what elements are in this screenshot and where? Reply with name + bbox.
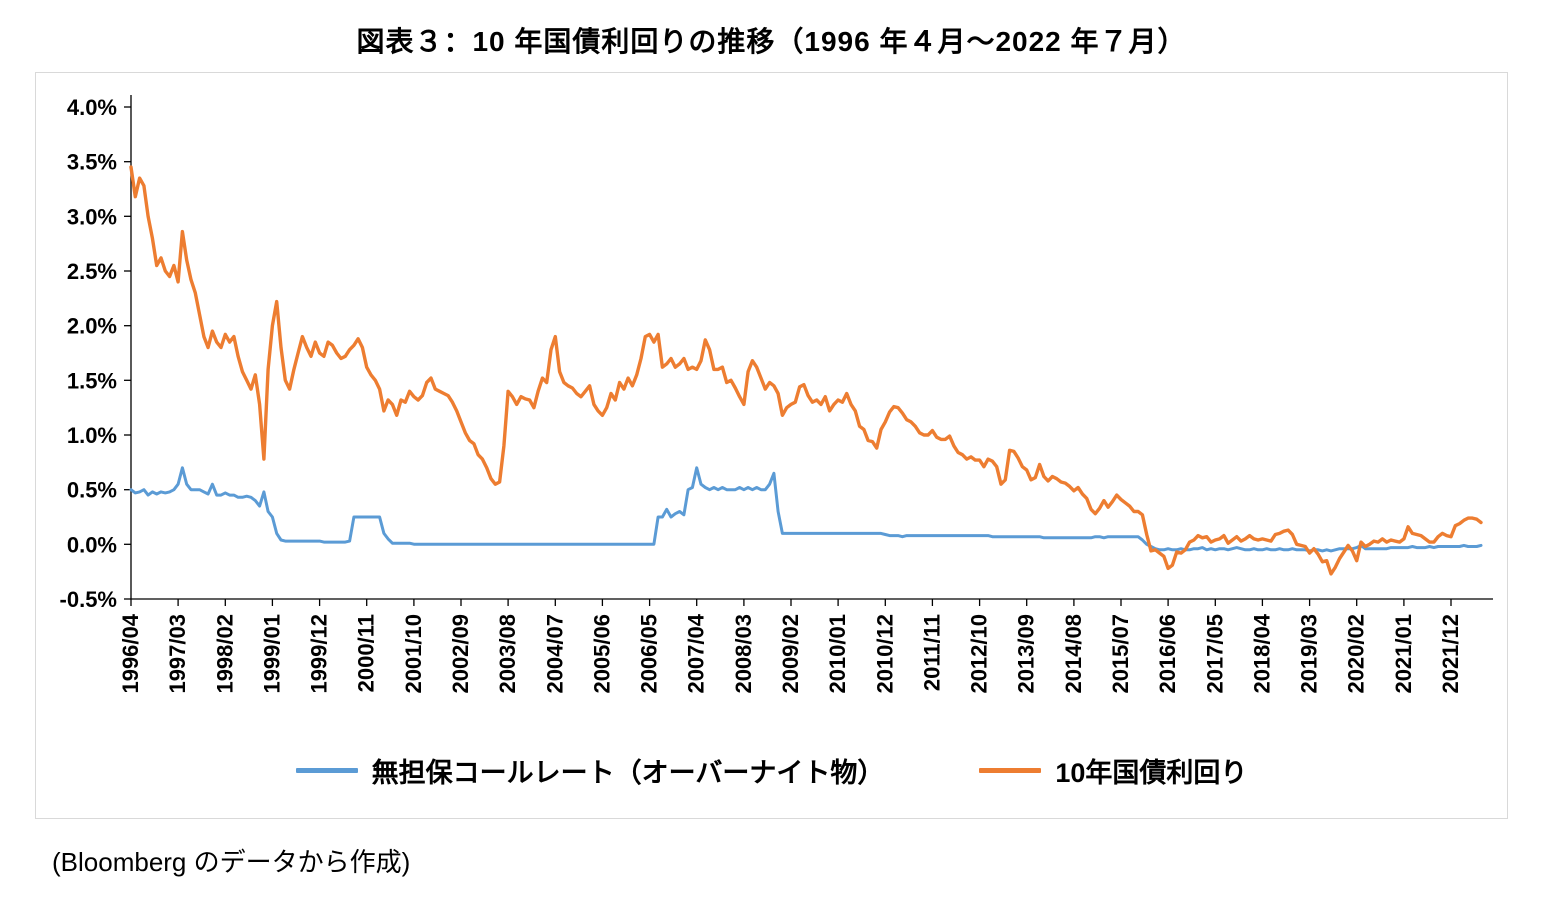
x-tick-label: 2013/09 bbox=[1014, 614, 1039, 694]
x-tick-label: 2007/04 bbox=[684, 613, 709, 693]
x-tick-label: 2000/11 bbox=[354, 614, 379, 692]
x-tick-label: 2017/05 bbox=[1202, 614, 1227, 694]
legend-label-call-rate: 無担保コールレート（オーバーナイト物） bbox=[371, 758, 885, 788]
x-tick-label: 2003/08 bbox=[495, 614, 520, 694]
x-tick-label: 2021/12 bbox=[1438, 614, 1463, 694]
x-tick-label: 2010/01 bbox=[825, 614, 850, 694]
x-tick-label: 1996/04 bbox=[118, 613, 143, 693]
x-tick-label: 2019/03 bbox=[1297, 614, 1322, 694]
y-tick-label: 3.0% bbox=[67, 204, 117, 229]
y-tick-label: 3.5% bbox=[67, 150, 117, 175]
y-tick-label: -0.5% bbox=[60, 587, 117, 612]
x-tick-label: 2008/03 bbox=[731, 614, 756, 694]
x-tick-label: 2016/06 bbox=[1155, 614, 1180, 694]
series-line-jgb-yield bbox=[129, 165, 1483, 576]
legend-label-jgb-yield: 10年国債利回り bbox=[1055, 758, 1248, 788]
y-tick-label: 4.0% bbox=[67, 95, 117, 120]
chart-title: 図表３：10 年国債利回りの推移（1996 年４月～2022 年７月） bbox=[356, 26, 1187, 57]
x-tick-label: 1999/01 bbox=[259, 614, 284, 694]
y-tick-label: 2.5% bbox=[67, 259, 117, 284]
x-tick-label: 2011/11 bbox=[919, 614, 944, 691]
x-tick-label: 2020/02 bbox=[1344, 614, 1369, 694]
series-line-call-rate bbox=[129, 466, 1483, 553]
source-note: (Bloomberg のデータから作成) bbox=[52, 847, 411, 877]
x-tick-label: 2021/01 bbox=[1391, 614, 1416, 694]
chart-box: 4.0% 3.5% 3.0% 2.5% 2.0% 1.5% 1.0% 0.5% 0.0% -0.5… bbox=[35, 72, 1508, 819]
legend-swatch-jgb-yield bbox=[979, 768, 1042, 773]
x-tick-label: 2012/10 bbox=[967, 614, 992, 694]
x-tick-label: 2014/08 bbox=[1061, 614, 1086, 694]
y-tick-label: 1.0% bbox=[67, 423, 117, 448]
x-tick-label: 1998/02 bbox=[212, 614, 237, 694]
x-tick-label: 2002/09 bbox=[448, 614, 473, 694]
legend-item-jgb-yield: 10年国債利回り bbox=[979, 751, 1247, 790]
chart-legend: 無担保コールレート（オーバーナイト物） 10年国債利回り bbox=[36, 751, 1507, 790]
x-tick-label: 2006/05 bbox=[637, 614, 662, 694]
x-tick-label: 2010/12 bbox=[872, 614, 897, 694]
y-tick-label: 0.0% bbox=[67, 532, 117, 557]
x-tick-label: 2018/04 bbox=[1249, 613, 1274, 693]
y-tick-label: 0.5% bbox=[67, 478, 117, 503]
x-tick-label: 2005/06 bbox=[589, 614, 614, 694]
x-tick-label: 1999/12 bbox=[307, 614, 332, 694]
x-tick-label: 1997/03 bbox=[165, 614, 190, 694]
x-tick-label: 2004/07 bbox=[542, 614, 567, 694]
legend-swatch-call-rate bbox=[295, 768, 358, 773]
y-tick-label: 2.0% bbox=[67, 314, 117, 339]
legend-item-call-rate: 無担保コールレート（オーバーナイト物） bbox=[295, 751, 885, 790]
x-tick-label: 2015/07 bbox=[1108, 614, 1133, 694]
x-tick-label: 2009/02 bbox=[778, 614, 803, 694]
y-tick-label: 1.5% bbox=[67, 368, 117, 393]
plot-area: 4.0% 3.5% 3.0% 2.5% 2.0% 1.5% 1.0% 0.5% 0.0% -0.5… bbox=[36, 79, 1506, 729]
x-tick-label: 2001/10 bbox=[401, 614, 426, 694]
